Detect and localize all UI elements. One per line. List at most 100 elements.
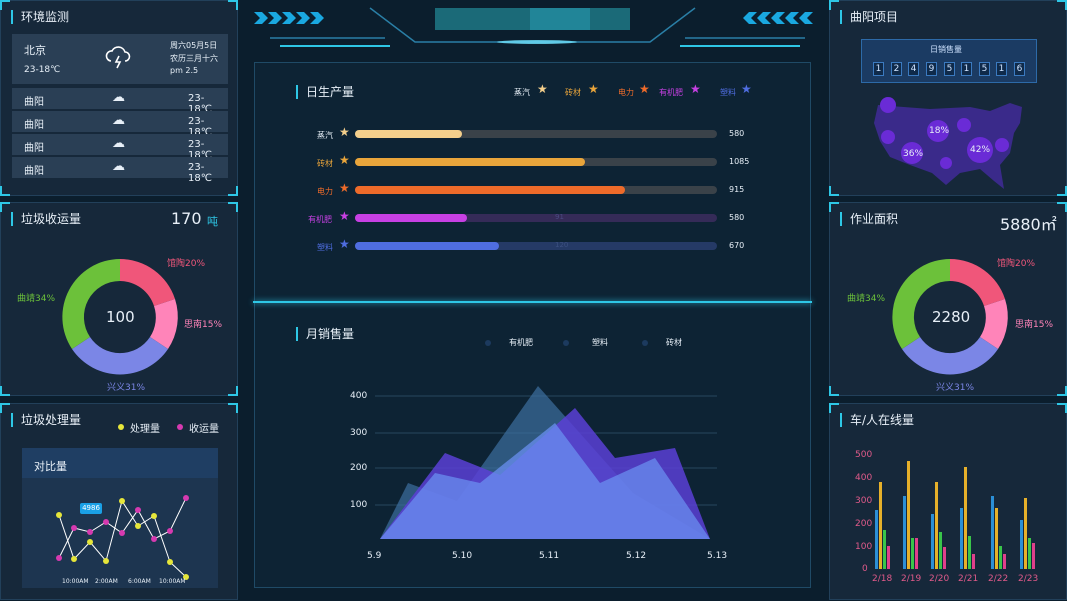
x-tick: 5.11 (539, 551, 560, 561)
label-xingyi: 兴义31% (107, 383, 146, 393)
lunar-text: 农历三月十六 (170, 54, 218, 63)
donut-slice-qujing (892, 259, 950, 349)
x-tick: 5.9 (367, 551, 382, 561)
star-icon: ★ (741, 82, 752, 96)
sales-digit: 1 (873, 62, 884, 76)
star-icon: ★ (639, 82, 650, 96)
header-decor (254, 7, 813, 47)
compare-line-chart (56, 495, 189, 580)
y-tick: 500 (855, 450, 873, 460)
sales-digit: 5 (979, 62, 990, 76)
point (151, 513, 157, 519)
env-panel: 环境监测 北京 23-18℃ 周六05月5日 农历三月十六 pm 2.5 曲阳 ☁… (0, 0, 238, 196)
rain-cloud-icon: ☁ (112, 136, 125, 151)
online-title: 车/人在线量 (840, 413, 914, 427)
donut-slice-sinan (980, 299, 1008, 349)
weather-row: 曲阳 ☁ 23-18℃ (12, 157, 228, 184)
weather-row: 曲阳 ☁ 23-18℃ (12, 88, 228, 115)
y-tick: 300 (855, 496, 873, 506)
x-tick: 2/19 (901, 574, 922, 584)
date-text: 周六05月5日 (170, 41, 218, 50)
y-tick: 200 (855, 519, 873, 529)
legend-fertilizer-m: 有机肥 (509, 338, 533, 347)
sales-digit: 2 (891, 62, 902, 76)
online-panel: 车/人在线量 500 400 300 200 100 0 2/18 2/19 2… (829, 403, 1067, 600)
sales-digit: 9 (926, 62, 937, 76)
point (119, 498, 125, 504)
thunder-cloud-icon (105, 46, 131, 69)
garbage-value: 170 (171, 209, 202, 228)
sales-digit: 1 (996, 62, 1007, 76)
sales-label: 日销售量 (930, 45, 962, 54)
city-temp: 23-18℃ (24, 65, 61, 75)
sales-digit: 1 (961, 62, 972, 76)
us-map (874, 97, 1022, 189)
series-area (380, 423, 710, 539)
x-tick: 2/23 (1018, 574, 1039, 584)
compare-title: 对比量 (34, 460, 67, 473)
donut-slice-xingyi (902, 337, 998, 375)
area-value: 5880㎡ (1000, 215, 1057, 234)
tooltip-badge: 4986 (80, 503, 102, 514)
star-icon: ★ (588, 82, 599, 96)
legend-plastic: 塑料 (720, 88, 736, 97)
x-tick: 5.10 (452, 551, 473, 561)
area-center: 2280 (932, 308, 971, 326)
map-pct: 42% (970, 145, 991, 155)
y-tick: 0 (862, 564, 868, 574)
point (167, 559, 173, 565)
label-sinan: 思南15% (1015, 320, 1054, 330)
point (103, 519, 109, 525)
point (87, 539, 93, 545)
x-tick: 2/22 (988, 574, 1009, 584)
x-tick: 2/21 (958, 574, 979, 584)
quyang-panel: 曲阳项目 日销售量 1 2 4 9 5 1 5 1 6 18% 36% 42% (829, 0, 1067, 196)
point (71, 556, 77, 562)
label-qujing: 曲靖34% (847, 294, 886, 304)
legend-collect: 收运量 (189, 424, 219, 435)
area-panel: 作业面积 5880㎡ 2280 馆陶20% 思南15% 兴义31% 曲靖34% (829, 202, 1067, 396)
donut-slice-qujing (62, 259, 120, 349)
legend-dot (485, 340, 491, 346)
label-sinan: 思南15% (184, 320, 223, 330)
point (71, 525, 77, 531)
x-tick: 2/18 (872, 574, 893, 584)
legend-brick-m: 砖材 (666, 338, 682, 347)
quyang-title: 曲阳项目 (840, 10, 898, 24)
series-collect-line (58, 497, 187, 559)
monthly-area-chart (375, 386, 717, 539)
legend-brick: 砖材 (565, 88, 581, 97)
map-pct: 36% (903, 149, 924, 159)
star-icon: ★ (339, 153, 350, 167)
point (135, 523, 141, 529)
garbage-unit: 吨 (207, 215, 218, 228)
point (103, 558, 109, 564)
garbage-donut (62, 259, 178, 375)
garbage-title: 垃圾收运量 (11, 212, 81, 226)
sales-digit: 5 (944, 62, 955, 76)
series-process-line (58, 499, 187, 578)
legend-fertilizer: 有机肥 (659, 88, 683, 97)
x-tick: 2:00AM (95, 578, 118, 585)
star-icon: ★ (690, 82, 701, 96)
daily-title: 日生产量 (296, 85, 354, 99)
weather-row: 曲阳 ☁ 23-18℃ (12, 134, 228, 161)
legend-dot-pink (177, 424, 183, 430)
bar-fill (355, 158, 585, 166)
donut-slice-guantao (120, 259, 175, 306)
bar-fill (355, 130, 462, 138)
star-icon: ★ (339, 181, 350, 195)
star-icon: ★ (339, 125, 350, 139)
point (183, 495, 189, 501)
bar-fill (355, 186, 625, 194)
process-panel: 垃圾处理量 处理量 收运量 对比量 4986 10:00AM 2:00AM 6:… (0, 403, 238, 600)
legend-process: 处理量 (130, 424, 160, 435)
x-tick: 10:00AM (62, 578, 89, 585)
y-tick: 400 (855, 473, 873, 483)
star-icon: ★ (339, 237, 350, 251)
area-title: 作业面积 (840, 212, 898, 226)
sales-digit: 6 (1014, 62, 1025, 76)
map-pct: 18% (929, 126, 950, 136)
weather-row: 曲阳 ☁ 23-18℃ (12, 111, 228, 138)
y-tick: 200 (350, 463, 368, 473)
